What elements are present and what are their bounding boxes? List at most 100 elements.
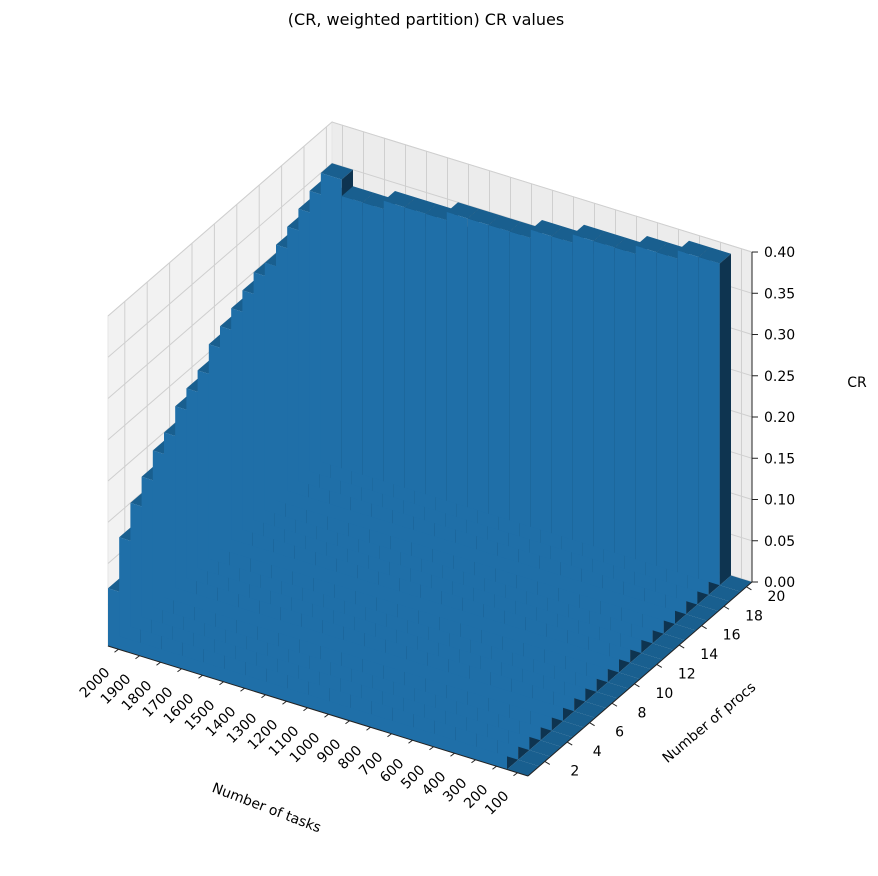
bar: [698, 247, 731, 586]
z-tick-label: 0.15: [764, 451, 795, 467]
bar-front: [341, 196, 363, 475]
bar-top: [663, 624, 696, 641]
z-tick-label: 0.00: [764, 575, 795, 591]
y-tick-label: 18: [745, 608, 763, 624]
bar: [708, 585, 741, 602]
bar-top: [697, 594, 730, 612]
bar-top: [530, 220, 563, 237]
z-tick-label: 0.10: [764, 493, 795, 509]
bar: [596, 682, 629, 699]
bar: [675, 614, 708, 631]
bar-front: [425, 213, 447, 501]
bar-top: [641, 643, 674, 660]
z-tick-label: 0.35: [764, 286, 795, 302]
bar-top: [593, 231, 626, 248]
x-axis-label: Number of tasks: [210, 780, 323, 836]
bar-top: [563, 711, 596, 728]
y-tick-label: 8: [638, 705, 647, 721]
x-tick-mark: [366, 726, 371, 731]
y-tick-label: 12: [678, 666, 696, 682]
x-tick-mark: [492, 765, 497, 770]
y-axis-label: Number of procs: [660, 679, 760, 766]
bar-front: [677, 250, 699, 579]
z-tick-labels: 0.00 0.05 0.10 0.15 0.20 0.25 0.30 0.35 0.40: [752, 245, 795, 591]
bar-top: [686, 604, 719, 621]
bar-top: [540, 730, 573, 747]
x-tick-mark: [198, 674, 203, 679]
bar: [607, 672, 640, 689]
x-tick-mark: [303, 707, 308, 712]
bar: [529, 740, 562, 757]
z-tick-label: 0.20: [764, 410, 795, 426]
grid-line-z: [107, 121, 753, 317]
bar-top: [572, 224, 605, 241]
x-tick-mark: [156, 661, 161, 666]
x-tick-mark: [177, 668, 182, 673]
y-axis-line: [527, 581, 753, 777]
y-tick-label: 4: [593, 744, 602, 760]
x-axis-line: [107, 645, 529, 777]
x-tick-mark: [114, 648, 119, 653]
y-tick-mark: [656, 664, 663, 668]
y-tick-label: 16: [723, 628, 741, 644]
bar-front: [509, 231, 531, 527]
bar-top: [630, 653, 663, 670]
bar: [719, 575, 752, 592]
z-axis-label: CR: [847, 375, 867, 391]
x-tick-mark: [240, 687, 245, 692]
bar: [663, 624, 696, 641]
bar-top: [574, 701, 607, 718]
bar-front: [362, 202, 384, 482]
bar-top: [320, 163, 353, 180]
bar-top: [518, 750, 551, 767]
bar-top: [607, 672, 640, 689]
bar-front: [446, 212, 468, 508]
bar-top: [585, 691, 618, 709]
bar-top: [404, 197, 437, 214]
bar-front: [635, 245, 657, 566]
z-tick-label: 0.40: [764, 245, 795, 261]
bar: [641, 643, 674, 660]
bar-front: [404, 207, 426, 495]
y-tick-label: 14: [700, 647, 718, 663]
bar-front: [530, 229, 552, 534]
bar-top: [383, 191, 416, 208]
bar-top: [619, 662, 652, 679]
y-tick-mark: [723, 605, 730, 610]
y-tick-mark: [544, 761, 551, 765]
bar: [551, 721, 584, 738]
x-tick-mark: [408, 739, 413, 744]
x-tick-mark: [261, 694, 266, 699]
x-tick-mark: [282, 700, 287, 705]
bar-front: [383, 200, 405, 488]
bar-top: [446, 202, 479, 219]
bar-front: [656, 252, 678, 573]
y-tick-label: 10: [655, 686, 673, 702]
x-tick-mark: [324, 713, 329, 718]
bar-front: [698, 257, 720, 586]
x-tick-mark: [345, 720, 350, 725]
bar: [540, 730, 573, 747]
bar-top: [529, 740, 562, 757]
z-tick-label: 0.05: [764, 534, 795, 550]
bar-front: [320, 173, 342, 469]
bar-front: [551, 236, 573, 540]
y-tick-mark: [678, 644, 685, 649]
bar-front: [572, 234, 594, 547]
bars-group: [108, 163, 752, 776]
x-tick-mark: [387, 733, 392, 738]
bar: [518, 750, 551, 767]
z-tick-label: 0.30: [764, 328, 795, 344]
bar-top: [675, 614, 708, 631]
y-tick-mark: [589, 722, 595, 727]
bar-top: [719, 575, 752, 592]
y-tick-label: 6: [615, 725, 624, 741]
bar: [585, 691, 618, 709]
chart-title: (CR, weighted partition) CR values: [288, 10, 564, 29]
bar: [697, 594, 730, 612]
bar: [563, 711, 596, 728]
bar-top: [708, 585, 741, 602]
bar-top: [467, 208, 500, 225]
